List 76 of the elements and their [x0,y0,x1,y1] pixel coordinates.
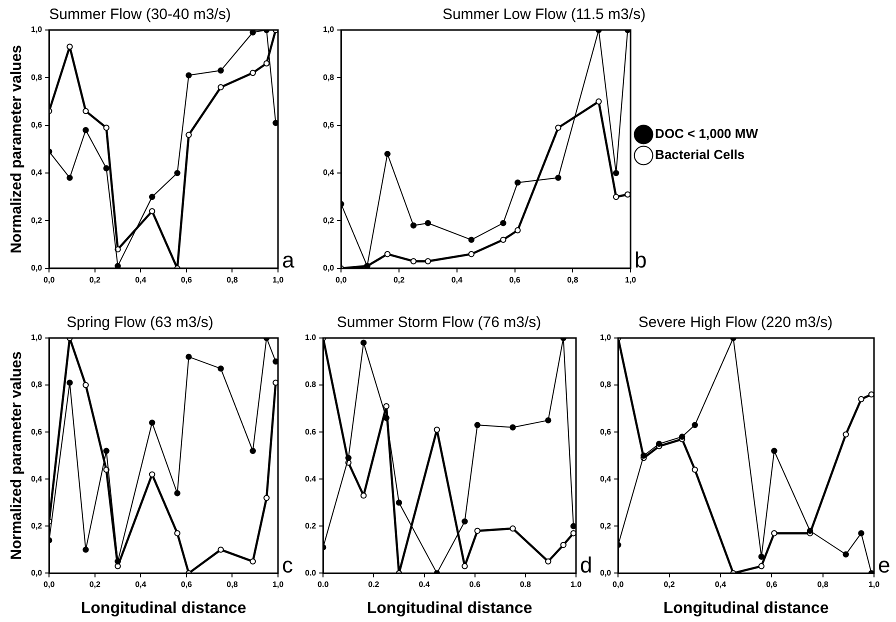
y-tick-label: 0,2 [30,521,43,530]
y-tick-label: 0,6 [30,120,43,130]
text: e [878,552,890,578]
y-tick-label: 0,6 [30,427,43,436]
x-tick-label: 0,8 [226,580,238,590]
y-tick-label: 0,0 [600,568,612,578]
y-tick-label: 0,8 [600,380,612,390]
x-tick-label: 0,2 [89,580,102,590]
x-tick-label: 0,0 [612,580,624,590]
chart-title: Summer Flow (30-40 m3/s) [49,6,231,24]
x-tick-label: 0,0 [44,275,56,284]
text: d [580,552,592,578]
x-axis-title: Longitudinal distance [80,600,246,617]
x-axis-title: Longitudinal distance [366,600,532,617]
y-tick-label: 0,4 [30,168,43,178]
y-tick-label: 0,6 [600,427,612,436]
y-tick-label: 0.0 [304,568,317,578]
legend-label: DOC < 1,000 MW [655,126,759,142]
y-tick-label: 0,2 [600,521,612,530]
x-tick-label: 0,0 [336,275,348,284]
x-tick-label: 0.8 [520,580,532,590]
y-tick-label: 1.0 [304,333,317,342]
x-tick-label: 0.4 [418,580,430,590]
y-tick-label: 1,0 [322,25,335,34]
x-tick-label: 1,0 [624,275,637,284]
y-tick-label: 0,8 [322,72,335,82]
text: b [634,247,647,272]
y-tick-label: 0,6 [322,120,335,130]
x-tick-label: 0,4 [135,580,147,590]
x-tick-label: 0,4 [451,275,464,284]
x-tick-label: 0,2 [89,275,102,284]
x-tick-label: 0.6 [469,580,481,590]
x-tick-label: 1,0 [272,275,284,284]
y-tick-label: 0,0 [322,264,335,273]
x-tick-label: 1.0 [570,580,582,590]
y-tick-label: 0,8 [30,380,43,390]
y-tick-label: 0,0 [30,568,43,578]
x-tick-label: 0,8 [817,580,829,590]
x-tick-label: 0,2 [664,580,676,590]
y-tick-label: 0,4 [600,474,612,484]
y-tick-label: 0,2 [322,216,335,225]
y-tick-label: 1,0 [600,333,612,342]
y-tick-label: 0,4 [30,474,43,484]
x-tick-label: 0,0 [44,580,56,590]
x-tick-label: 0,8 [567,275,579,284]
x-axis-title: Longitudinal distance [663,600,829,617]
x-tick-label: 0,2 [393,275,406,284]
y-tick-label: 0,4 [322,168,335,178]
x-tick-label: 0,4 [714,580,727,590]
x-tick-label: 0,8 [226,275,238,284]
text: a [282,247,295,272]
y-tick-label: 0,8 [30,72,43,82]
chart-title: Summer Low Flow (11.5 m3/s) [442,6,646,24]
y-tick-label: 0.2 [304,521,317,530]
x-tick-label: 0,6 [766,580,778,590]
x-tick-label: 0,6 [180,275,193,284]
y-axis-title: Normalized parameter values [8,44,26,254]
x-tick-label: 1,0 [868,580,880,590]
y-axis-title: Normalized parameter values [8,351,26,560]
y-tick-label: 0.4 [304,474,317,484]
y-tick-label: 1,0 [30,333,43,342]
y-tick-label: 0.8 [304,380,317,390]
y-tick-label: 0.6 [304,427,317,436]
chart-title: Summer Storm Flow (76 m3/s) [336,314,542,332]
y-tick-label: 0,0 [30,264,43,273]
x-tick-label: 0,6 [180,580,193,590]
y-tick-label: 0,2 [30,216,43,225]
legend-label: Bacterial Cells [655,147,745,162]
chart-title: Severe High Flow (220 m3/s) [638,314,833,332]
x-tick-label: 1,0 [272,580,284,590]
chart-title: Spring Flow (63 m3/s) [66,314,214,332]
x-tick-label: 0,4 [135,275,147,284]
text: c [282,552,293,578]
y-tick-label: 1,0 [30,25,43,34]
x-tick-label: 0.2 [368,580,380,590]
x-tick-label: 0,6 [509,275,521,284]
